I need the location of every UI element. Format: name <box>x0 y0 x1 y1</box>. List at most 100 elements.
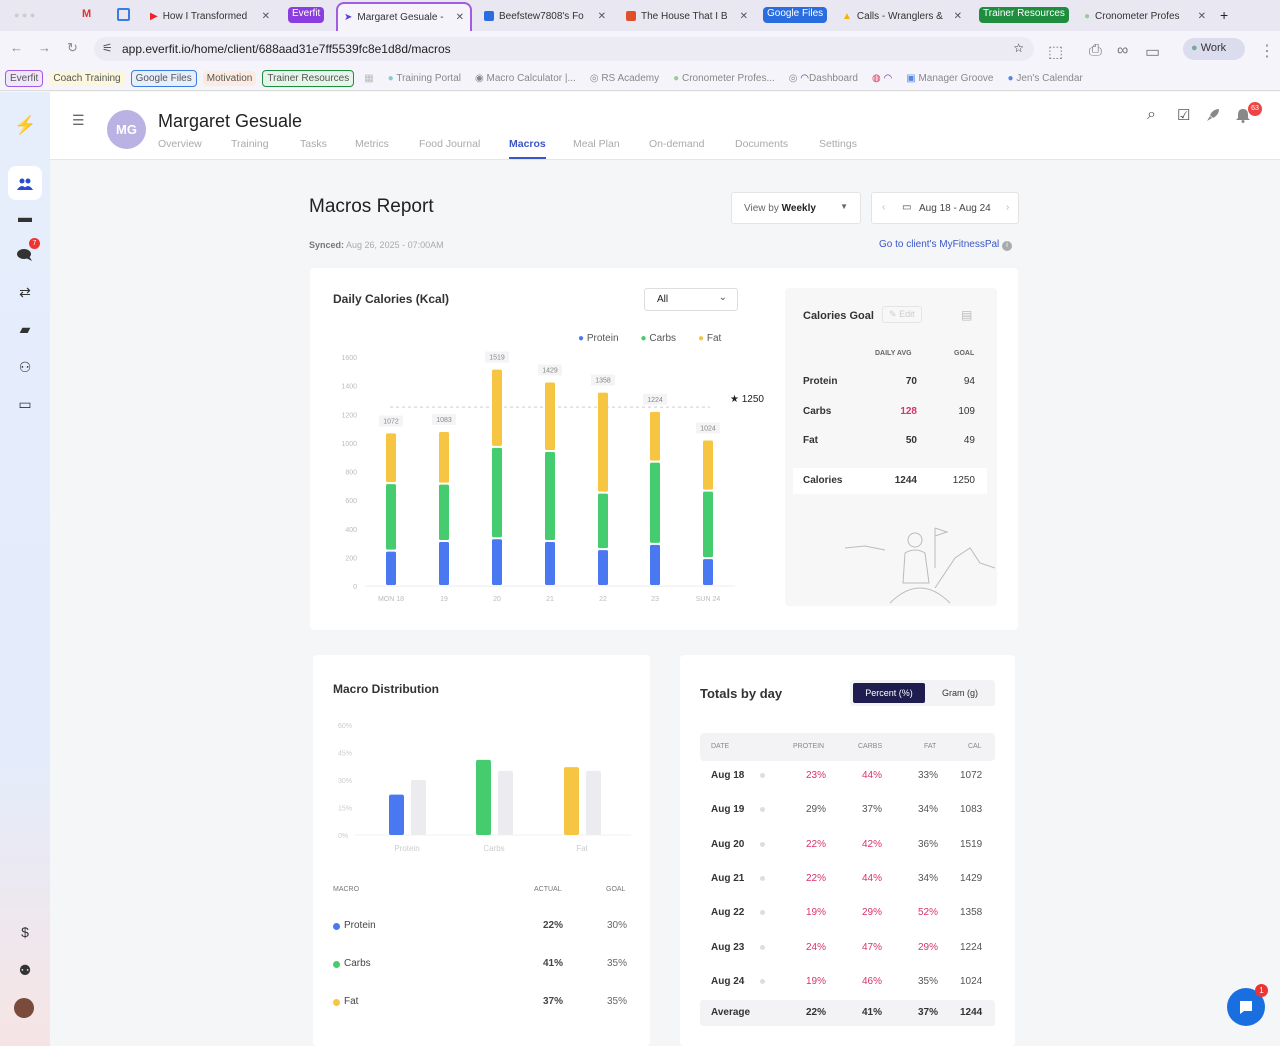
tab-food-journal[interactable]: Food Journal <box>419 138 481 150</box>
active-tab[interactable]: ➤ Margaret Gesuale - ✕ <box>336 2 472 31</box>
goal-bar-carbs[interactable] <box>498 770 513 835</box>
tab-group-google-files[interactable]: Google Files <box>763 7 828 23</box>
tab[interactable]: ▶ How I Transformed ✕ <box>144 4 276 28</box>
bar-carbs[interactable] <box>650 462 660 543</box>
bookmark-group[interactable]: Google Files <box>130 69 197 87</box>
tab-documents[interactable]: Documents <box>735 138 789 150</box>
next-week-icon[interactable]: › <box>1006 202 1010 213</box>
bar-protein[interactable] <box>545 542 555 585</box>
calendar-tab-icon[interactable] <box>117 8 130 21</box>
bar-fat[interactable] <box>703 440 713 490</box>
reload-icon[interactable]: ↻ <box>67 40 78 55</box>
close-icon[interactable]: ✕ <box>1197 10 1206 22</box>
bookmark[interactable]: ◎ RS Academy <box>589 72 660 84</box>
bar-carbs[interactable] <box>439 484 449 541</box>
edit-goal-button[interactable]: ✎ Edit <box>882 306 922 323</box>
payment-card-icon[interactable]: ▭ <box>18 396 32 412</box>
tab-group-trainer-resources[interactable]: Trainer Resources <box>979 7 1069 23</box>
bookmark-star-icon[interactable]: ☆ <box>1013 41 1024 55</box>
bar-fat[interactable] <box>598 392 608 492</box>
forward-icon[interactable]: → <box>38 40 51 55</box>
tab-overview[interactable]: Overview <box>158 138 202 150</box>
bar-protein[interactable] <box>492 539 502 585</box>
bell-icon[interactable] <box>1236 108 1250 123</box>
profile-button[interactable]: ● Work <box>1183 38 1245 60</box>
library-icon[interactable]: ▬ <box>18 209 32 225</box>
bar-protein[interactable] <box>598 550 608 585</box>
close-icon[interactable]: ✕ <box>455 12 464 23</box>
back-icon[interactable]: ← <box>10 40 23 55</box>
bar-carbs[interactable] <box>492 447 502 538</box>
info-icon[interactable]: i <box>1002 241 1013 251</box>
bar-protein[interactable] <box>439 542 449 585</box>
close-icon[interactable]: ✕ <box>597 10 606 22</box>
extensions-icon[interactable]: ⬚ <box>1048 44 1064 61</box>
automation-icon[interactable]: ⇄ <box>19 284 31 300</box>
tab-tasks[interactable]: Tasks <box>300 138 327 150</box>
tab[interactable]: ● Cronometer Profes ✕ <box>1078 4 1212 28</box>
bar-carbs[interactable] <box>545 452 555 541</box>
macro-filter-dropdown[interactable]: All ⌄ <box>644 288 738 311</box>
bar-carbs[interactable] <box>703 491 713 558</box>
tab-metrics[interactable]: Metrics <box>355 138 389 150</box>
reader-icon[interactable]: ▭ <box>1145 44 1161 61</box>
new-tab-button[interactable]: + <box>1220 7 1229 23</box>
bookmark[interactable]: ▣ Manager Groove <box>906 72 994 84</box>
percent-toggle[interactable]: Percent (%) <box>853 683 925 703</box>
search-icon[interactable]: ⌕ <box>1147 106 1156 123</box>
document-icon[interactable]: ▤ <box>961 308 973 322</box>
bar-fat[interactable] <box>439 431 449 483</box>
inbox-chat-icon[interactable]: 7 <box>14 238 40 265</box>
bookmark-group[interactable]: Motivation <box>202 70 257 86</box>
bar-fat[interactable] <box>492 369 502 446</box>
dollar-icon[interactable]: $ <box>21 924 29 940</box>
tab-on-demand[interactable]: On-demand <box>649 138 705 150</box>
bar-protein[interactable] <box>386 551 396 585</box>
close-icon[interactable]: ✕ <box>739 10 748 22</box>
url-input[interactable]: ⚟ app.everfit.io/home/client/688aad31e7ff… <box>94 37 1034 61</box>
view-by-dropdown[interactable]: View by Weekly ▼ <box>731 192 861 224</box>
clients-icon[interactable] <box>8 166 42 200</box>
bookmark-group[interactable]: Everfit <box>5 69 44 87</box>
print-icon[interactable]: ⎙ <box>1089 42 1102 59</box>
tab[interactable]: ▲ Calls - Wranglers & ✕ <box>836 4 968 28</box>
tab-meal-plan[interactable]: Meal Plan <box>573 138 620 150</box>
prev-week-icon[interactable]: ‹ <box>882 202 886 213</box>
tab-settings[interactable]: Settings <box>819 138 857 150</box>
close-icon[interactable]: ✕ <box>261 10 270 22</box>
support-chat-button[interactable]: 1 <box>1227 984 1268 1026</box>
tab[interactable]: Beefstew7808's Fo ✕ <box>478 4 612 28</box>
bookmark[interactable]: ● Jen's Calendar <box>1007 72 1083 84</box>
gmail-tab-icon[interactable]: M <box>82 8 92 20</box>
bookmark[interactable]: ● Cronometer Profes... <box>673 72 775 84</box>
bar-protein[interactable] <box>703 559 713 585</box>
bookmark-group[interactable]: Trainer Resources <box>262 69 355 87</box>
actual-bar-protein[interactable] <box>389 794 404 835</box>
tab[interactable]: The House That I B ✕ <box>620 4 754 28</box>
myfitnesspal-link[interactable]: Go to client's MyFitnessPal i <box>879 239 1013 251</box>
actual-bar-carbs[interactable] <box>476 759 491 835</box>
tab-training[interactable]: Training <box>231 138 269 150</box>
bar-carbs[interactable] <box>386 484 396 550</box>
bar-fat[interactable] <box>545 382 555 451</box>
bar-protein[interactable] <box>650 544 660 585</box>
tab-macros[interactable]: Macros <box>509 138 546 159</box>
team-icon[interactable]: ⚇ <box>18 359 32 375</box>
bar-fat[interactable] <box>386 433 396 483</box>
menu-kebab-icon[interactable]: ⋮ <box>1259 43 1275 60</box>
bookmark-group[interactable]: Coach Training <box>49 70 125 86</box>
apps-grid-icon[interactable]: ▦ <box>364 72 374 84</box>
goal-bar-fat[interactable] <box>586 770 601 835</box>
window-controls[interactable]: ● ● ● <box>14 10 36 20</box>
task-check-icon[interactable]: ☑ <box>1177 107 1191 124</box>
bookmark[interactable]: ◉ Macro Calculator |... <box>475 72 576 84</box>
user-avatar[interactable] <box>14 998 34 1018</box>
menu-toggle-icon[interactable]: ☰ <box>72 112 85 128</box>
rocket-icon[interactable] <box>1206 108 1220 122</box>
bar-carbs[interactable] <box>598 493 608 549</box>
gram-toggle[interactable]: Gram (g) <box>942 688 978 698</box>
goal-bar-protein[interactable] <box>411 780 426 835</box>
close-icon[interactable]: ✕ <box>953 10 962 22</box>
link-icon[interactable]: ∞ <box>1117 42 1129 59</box>
bookmark[interactable]: ◎ ◠Dashboard <box>788 72 858 84</box>
